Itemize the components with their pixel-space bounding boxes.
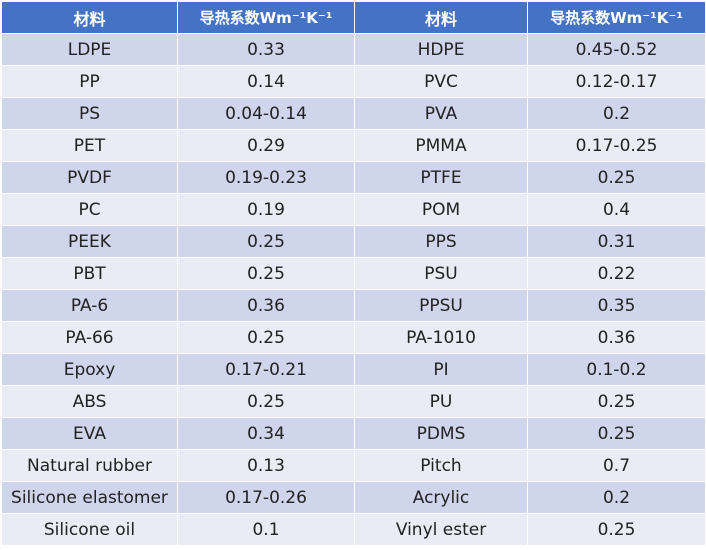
conductivity-cell: 0.35 <box>527 289 706 322</box>
conductivity-cell: 0.19-0.23 <box>177 161 355 194</box>
conductivity-cell: 0.13 <box>177 449 355 482</box>
material-cell: PVDF <box>1 161 178 194</box>
conductivity-cell: 0.17-0.21 <box>177 353 355 386</box>
conductivity-cell: 0.25 <box>177 225 355 258</box>
table-row: PVDF 0.19-0.23 PTFE 0.25 <box>1 161 706 194</box>
table-row: EVA 0.34 PDMS 0.25 <box>1 417 706 450</box>
table-row: Natural rubber 0.13 Pitch 0.7 <box>1 449 706 482</box>
table-row: PBT 0.25 PSU 0.22 <box>1 257 706 290</box>
conductivity-cell: 0.25 <box>527 161 706 194</box>
conductivity-cell: 0.25 <box>527 385 706 418</box>
table-row: Silicone oil 0.1 Vinyl ester 0.25 <box>1 513 706 546</box>
table-row: Silicone elastomer 0.17-0.26 Acrylic 0.2 <box>1 481 706 514</box>
table-row: Epoxy 0.17-0.21 PI 0.1-0.2 <box>1 353 706 386</box>
conductivity-cell: 0.25 <box>177 385 355 418</box>
conductivity-cell: 0.25 <box>177 257 355 290</box>
material-cell: PEEK <box>1 225 178 258</box>
material-cell: PPS <box>354 225 528 258</box>
material-cell: EVA <box>1 417 178 450</box>
header-material-left: 材料 <box>1 1 178 34</box>
material-cell: POM <box>354 193 528 226</box>
table-row: LDPE 0.33 HDPE 0.45-0.52 <box>1 33 706 66</box>
material-cell: PC <box>1 193 178 226</box>
conductivity-cell: 0.34 <box>177 417 355 450</box>
table-row: PA-6 0.36 PPSU 0.35 <box>1 289 706 322</box>
material-cell: Epoxy <box>1 353 178 386</box>
material-cell: PVC <box>354 65 528 98</box>
table-row: PC 0.19 POM 0.4 <box>1 193 706 226</box>
material-cell: PU <box>354 385 528 418</box>
conductivity-cell: 0.33 <box>177 33 355 66</box>
conductivity-cell: 0.25 <box>527 513 706 546</box>
conductivity-cell: 0.25 <box>527 417 706 450</box>
material-cell: PI <box>354 353 528 386</box>
material-cell: PA-1010 <box>354 321 528 354</box>
header-material-right: 材料 <box>354 1 528 34</box>
table-row: ABS 0.25 PU 0.25 <box>1 385 706 418</box>
conductivity-cell: 0.12-0.17 <box>527 65 706 98</box>
conductivity-cell: 0.17-0.25 <box>527 129 706 162</box>
material-cell: PP <box>1 65 178 98</box>
conductivity-cell: 0.25 <box>177 321 355 354</box>
table-row: PS 0.04-0.14 PVA 0.2 <box>1 97 706 130</box>
conductivity-cell: 0.31 <box>527 225 706 258</box>
material-cell: HDPE <box>354 33 528 66</box>
material-cell: PS <box>1 97 178 130</box>
material-cell: Silicone oil <box>1 513 178 546</box>
conductivity-cell: 0.1-0.2 <box>527 353 706 386</box>
conductivity-cell: 0.22 <box>527 257 706 290</box>
conductivity-cell: 0.17-0.26 <box>177 481 355 514</box>
table-row: PP 0.14 PVC 0.12-0.17 <box>1 65 706 98</box>
conductivity-cell: 0.04-0.14 <box>177 97 355 130</box>
table-body: LDPE 0.33 HDPE 0.45-0.52 PP 0.14 PVC 0.1… <box>1 33 706 546</box>
conductivity-cell: 0.14 <box>177 65 355 98</box>
material-cell: Acrylic <box>354 481 528 514</box>
material-cell: PA-66 <box>1 321 178 354</box>
conductivity-cell: 0.1 <box>177 513 355 546</box>
material-cell: PET <box>1 129 178 162</box>
conductivity-cell: 0.36 <box>177 289 355 322</box>
material-cell: PSU <box>354 257 528 290</box>
material-cell: PBT <box>1 257 178 290</box>
material-cell: PDMS <box>354 417 528 450</box>
conductivity-cell: 0.7 <box>527 449 706 482</box>
table-row: PET 0.29 PMMA 0.17-0.25 <box>1 129 706 162</box>
material-cell: Natural rubber <box>1 449 178 482</box>
conductivity-cell: 0.4 <box>527 193 706 226</box>
material-cell: Pitch <box>354 449 528 482</box>
conductivity-cell: 0.36 <box>527 321 706 354</box>
table-header-row: 材料 导热系数Wm⁻¹K⁻¹ 材料 导热系数Wm⁻¹K⁻¹ <box>1 1 706 34</box>
conductivity-cell: 0.2 <box>527 97 706 130</box>
conductivity-cell: 0.19 <box>177 193 355 226</box>
material-cell: Silicone elastomer <box>1 481 178 514</box>
material-cell: PMMA <box>354 129 528 162</box>
material-cell: LDPE <box>1 33 178 66</box>
header-conductivity-right: 导热系数Wm⁻¹K⁻¹ <box>527 1 706 34</box>
material-cell: Vinyl ester <box>354 513 528 546</box>
conductivity-cell: 0.2 <box>527 481 706 514</box>
conductivity-cell: 0.29 <box>177 129 355 162</box>
material-cell: PPSU <box>354 289 528 322</box>
material-cell: PA-6 <box>1 289 178 322</box>
header-conductivity-left: 导热系数Wm⁻¹K⁻¹ <box>177 1 355 34</box>
material-cell: PVA <box>354 97 528 130</box>
conductivity-cell: 0.45-0.52 <box>527 33 706 66</box>
material-cell: PTFE <box>354 161 528 194</box>
material-cell: ABS <box>1 385 178 418</box>
table-row: PEEK 0.25 PPS 0.31 <box>1 225 706 258</box>
table-row: PA-66 0.25 PA-1010 0.36 <box>1 321 706 354</box>
